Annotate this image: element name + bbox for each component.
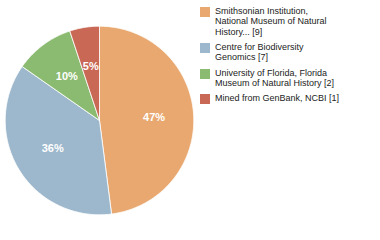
html-text:Centre for Biodiversity Genomi: Centre for Biodiversity Genomics [7]	[215, 42, 304, 63]
svg-text:47%: 47%	[143, 111, 165, 123]
html-text:Mined from GenBank, NCBI [1]: Mined from GenBank, NCBI [1]	[215, 93, 340, 104]
html-text:Smithsonian Institution, Natio: Smithsonian Institution, National Museum…	[215, 6, 327, 37]
html-text:University of Florida, Florida: University of Florida, Florida Museum of…	[215, 67, 334, 89]
svg-text:10%: 10%	[56, 70, 78, 82]
svg-text:5%: 5%	[83, 60, 99, 72]
svg-text:36%: 36%	[42, 142, 64, 154]
